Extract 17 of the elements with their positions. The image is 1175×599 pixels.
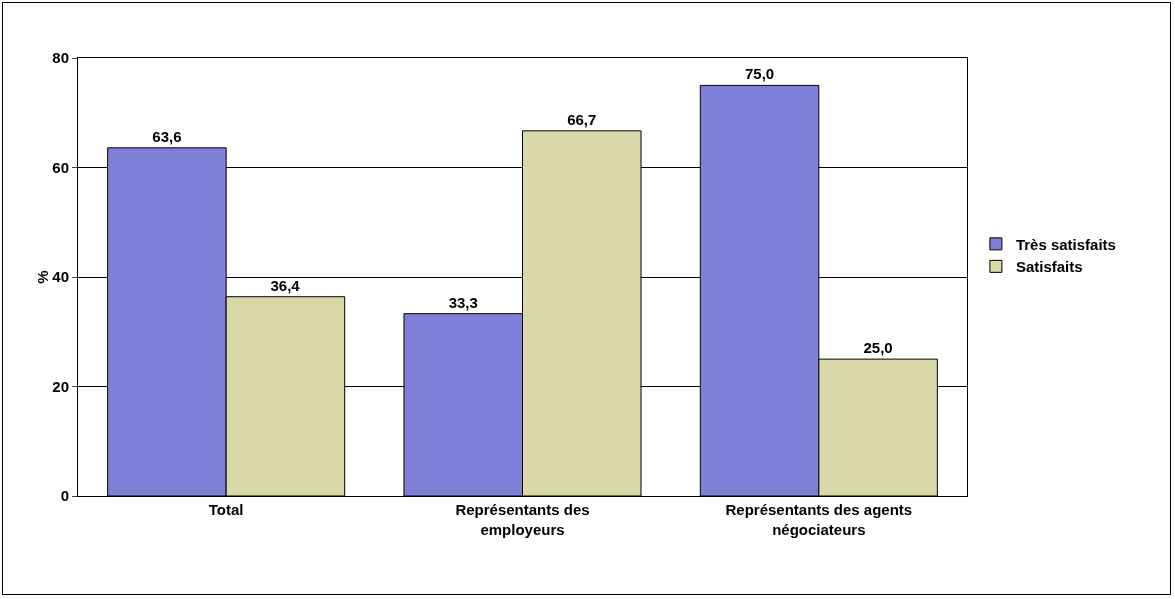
data-label: 33,3 — [448, 293, 478, 311]
data-label: 66,7 — [567, 110, 597, 128]
x-tick-label: Représentants des employeurs — [455, 501, 590, 538]
x-tick-label: Représentants des agents négociateurs — [725, 501, 913, 538]
legend-label: Très satisfaits — [1015, 235, 1116, 253]
y-tick-label: 40 — [52, 268, 69, 286]
y-tick-label: 20 — [52, 377, 69, 395]
y-tick-label: 80 — [52, 49, 69, 67]
y-axis-title: % — [33, 270, 51, 284]
y-tick-label: 0 — [60, 487, 69, 505]
x-tick-label: Total — [208, 501, 244, 518]
data-label: 63,6 — [152, 127, 182, 145]
data-label: 75,0 — [744, 65, 775, 83]
data-label: 25,0 — [863, 339, 893, 357]
data-label: 36,4 — [270, 276, 301, 294]
legend-label: Satisfaits — [1015, 258, 1083, 276]
y-tick-label: 60 — [52, 158, 69, 176]
